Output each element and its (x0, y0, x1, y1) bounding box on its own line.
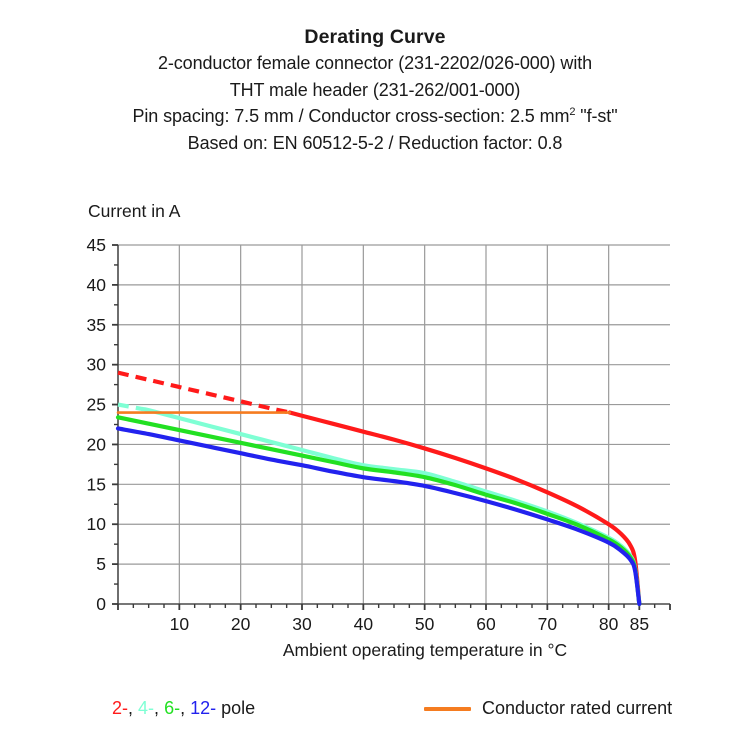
series-line-2-pole (287, 410, 642, 607)
chart-legend: 2-, 4-, 6-, 12- pole Conductor rated cur… (0, 698, 750, 732)
x-axis-title: Ambient operating temperature in °C (282, 640, 568, 660)
x-tick-label: 85 (630, 614, 649, 634)
y-tick-label: 25 (87, 395, 106, 415)
y-tick-label: 45 (87, 235, 106, 255)
y-tick-label: 15 (87, 474, 106, 494)
legend-rated-swatch (424, 706, 471, 711)
y-tick-label: 35 (87, 315, 106, 335)
x-tick-label: 80 (599, 614, 619, 634)
x-tick-label: 70 (538, 614, 558, 634)
legend-pole-part-5: , (180, 698, 191, 718)
page-title: Derating Curve (304, 26, 446, 48)
legend-pole-part-7: pole (216, 698, 256, 718)
x-tick-label: 40 (354, 614, 374, 634)
series-line-dashed-2-pole (117, 370, 291, 415)
series-line-dashed-4-pole (117, 402, 143, 412)
x-tick-label: 60 (476, 614, 496, 634)
title-line-4: Based on: EN 60512-5-2 / Reduction facto… (187, 132, 563, 153)
x-tick-label: 20 (231, 614, 251, 634)
title-line-3: Pin spacing: 7.5 mm / Conductor cross-se… (0, 103, 750, 130)
y-tick-label: 10 (87, 514, 107, 534)
y-tick-label: 5 (96, 554, 106, 574)
x-tick-label: 50 (415, 614, 435, 634)
legend-pole-part-2: 4- (138, 698, 155, 718)
legend-pole-part-3: , (154, 698, 165, 718)
title-line-1: 2-conductor female connector (231-2202/0… (157, 53, 593, 73)
legend-pole-part-4: 6- (164, 698, 181, 718)
series-line-12-pole (115, 426, 642, 607)
legend-pole-part-0: 2- (112, 698, 129, 718)
x-tick-label: 30 (292, 614, 312, 634)
figure-title-block: Derating Curve 2-conductor female connec… (0, 24, 750, 156)
title-line-2: THT male header (231-262/001-000) (229, 79, 521, 100)
title-line-3-prefix: Pin spacing: 7.5 mm / Conductor cross-se… (132, 106, 570, 126)
legend-poles: 2-, 4-, 6-, 12- pole (112, 698, 255, 719)
x-tick-label: 10 (170, 614, 190, 634)
legend-pole-part-1: , (128, 698, 139, 718)
title-line-3-suffix: "f-st" (575, 106, 618, 126)
y-tick-label: 20 (87, 434, 107, 454)
legend-rated-current: Conductor rated current (424, 698, 672, 719)
legend-rated-label: Conductor rated current (482, 698, 673, 718)
y-tick-label: 30 (87, 355, 107, 375)
y-axis-title: Current in A (88, 201, 181, 221)
series-line-6-pole (115, 415, 642, 607)
y-tick-label: 0 (96, 594, 106, 614)
legend-pole-part-6: 12- (190, 698, 217, 718)
y-tick-label: 40 (87, 275, 107, 295)
title-line-3-superscript: 2 (569, 106, 576, 118)
